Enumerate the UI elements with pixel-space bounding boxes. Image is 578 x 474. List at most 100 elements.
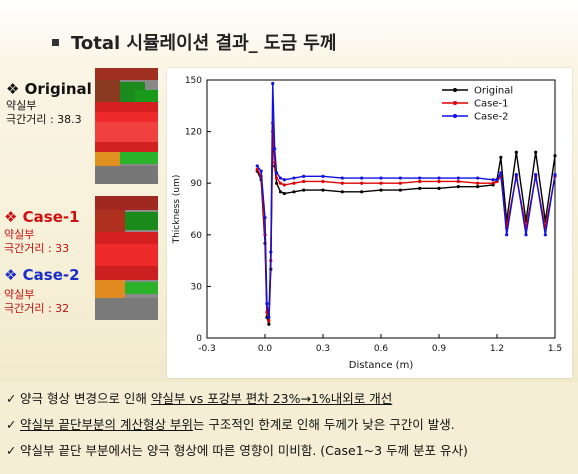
notes-panel: ✓ 양극 형상 변경으로 인해 약실부 vs 포강부 편차 23%→1%내외로 개… [0, 382, 578, 474]
data-point [282, 191, 286, 196]
series-line-case-2 [256, 83, 556, 318]
data-point [292, 181, 296, 185]
case-original-label: 약실부 [6, 99, 37, 112]
data-point [282, 178, 286, 182]
data-point [491, 181, 495, 185]
data-point [476, 176, 480, 180]
data-point [514, 150, 518, 154]
data-point [302, 188, 306, 192]
case-2-label: 약실부 [4, 288, 35, 301]
note-2-emphasis: 약실부 끝단부분의 계산형상 부위 [20, 417, 193, 432]
y-tick-label: 30 [191, 282, 203, 292]
x-tick-label: 0.3 [316, 344, 330, 354]
data-point [265, 302, 269, 306]
data-point [340, 181, 344, 185]
data-point [292, 190, 296, 194]
data-point [499, 155, 503, 159]
note-1-prefix: 양극 형상 변경으로 인해 [20, 391, 151, 406]
data-point [321, 188, 325, 192]
case-1-2-image [95, 196, 158, 320]
data-point [456, 185, 460, 189]
data-point [476, 185, 480, 189]
data-point [437, 176, 441, 180]
case-original-distance: 극간거리 : 38.3 [6, 113, 82, 126]
case-1-title: ❖ Case-1 [4, 208, 80, 226]
thickness-chart-panel: -0.3 0.0 0.3 0.6 0.9 1.2 1.5 0 30 60 90 120 150 Dista… [167, 68, 572, 378]
data-point [437, 179, 441, 184]
data-point [275, 176, 279, 180]
note-2-suffix: 는 구조적인 한계로 인해 두께가 낮은 구간이 발생. [192, 417, 455, 432]
data-point [491, 178, 495, 182]
y-tick-label: 90 [191, 179, 203, 189]
data-point [271, 81, 275, 86]
data-point [340, 176, 344, 180]
data-point [418, 176, 422, 180]
series-line-case-1 [256, 122, 556, 321]
x-tick-label: 0.0 [258, 344, 273, 354]
x-tick-label: 1.2 [490, 344, 504, 354]
y-tick-label: 120 [185, 128, 202, 138]
title-bullet-icon [52, 38, 59, 46]
data-point [456, 176, 460, 180]
case-1-legend: ❖ Case-1 약실부 극간거리 : 33 [4, 208, 80, 256]
case-2-legend: ❖ Case-2 약실부 극간거리 : 32 [4, 266, 80, 316]
data-point [259, 169, 263, 173]
x-tick-label: -0.3 [198, 344, 216, 354]
check-icon: ✓ [6, 417, 17, 432]
note-1: ✓ 양극 형상 변경으로 인해 약실부 vs 포강부 편차 23%→1%내외로 개… [6, 388, 392, 407]
note-1-emphasis: 약실부 vs 포강부 편차 23%→1%내외로 개선 [150, 391, 393, 406]
data-point [275, 181, 279, 185]
data-point [360, 176, 364, 180]
data-point [398, 181, 402, 185]
data-point [255, 164, 259, 168]
y-tick-label: 150 [185, 76, 202, 86]
data-point [275, 171, 279, 175]
data-point [398, 176, 402, 180]
data-point [273, 147, 277, 151]
data-point [267, 322, 271, 326]
y-tick-label: 60 [191, 231, 203, 241]
data-point [398, 188, 402, 192]
data-point [499, 171, 503, 175]
case-2-title: ❖ Case-2 [4, 266, 80, 284]
note-3: ✓ 약실부 끝단 부분에서는 양극 형상에 따른 영향이 미비함. (Case1~… [6, 440, 468, 459]
data-point [269, 250, 273, 254]
legend-label: Case-1 [474, 99, 508, 110]
data-point [360, 181, 364, 185]
data-point [321, 174, 325, 178]
data-point [495, 178, 499, 182]
slide-title: Total 시뮬레이션 결과_ 도금 두께 [52, 29, 336, 55]
data-point [282, 183, 286, 187]
data-point [505, 233, 509, 237]
note-2: ✓ 약실부 끝단부분의 계산형상 부위는 구조적인 한계로 인해 두께가 낮은 구… [6, 414, 455, 433]
data-point [418, 179, 422, 184]
data-point [292, 176, 296, 180]
check-icon: ✓ [6, 391, 17, 406]
data-point [476, 181, 480, 185]
legend-label: Case-2 [474, 112, 508, 123]
legend-marker [453, 101, 457, 105]
legend-marker [453, 88, 457, 92]
case-original-legend: ❖ Original 약실부 극간거리 : 38.3 [6, 80, 92, 127]
data-point [379, 176, 383, 180]
data-point [379, 181, 383, 185]
data-point [278, 190, 283, 194]
case-1-distance: 극간거리 : 33 [4, 242, 70, 255]
data-point [302, 179, 306, 184]
thickness-chart: -0.3 0.0 0.3 0.6 0.9 1.2 1.5 0 30 60 90 120 150 Dista… [172, 76, 562, 371]
x-tick-label: 0.6 [374, 344, 389, 354]
data-point [263, 216, 267, 220]
data-point [379, 188, 383, 192]
data-point [278, 176, 283, 180]
check-icon: ✓ [6, 443, 17, 458]
case-1-label: 약실부 [4, 228, 35, 241]
x-tick-label: 1.5 [548, 344, 562, 354]
data-point [302, 174, 306, 178]
series-line-original [256, 131, 556, 325]
data-point [553, 173, 557, 177]
case-original-image [95, 68, 158, 184]
data-point [267, 319, 271, 323]
data-point [524, 233, 528, 237]
y-axis-label: Thickness (um) [172, 175, 182, 245]
data-point [340, 190, 344, 194]
